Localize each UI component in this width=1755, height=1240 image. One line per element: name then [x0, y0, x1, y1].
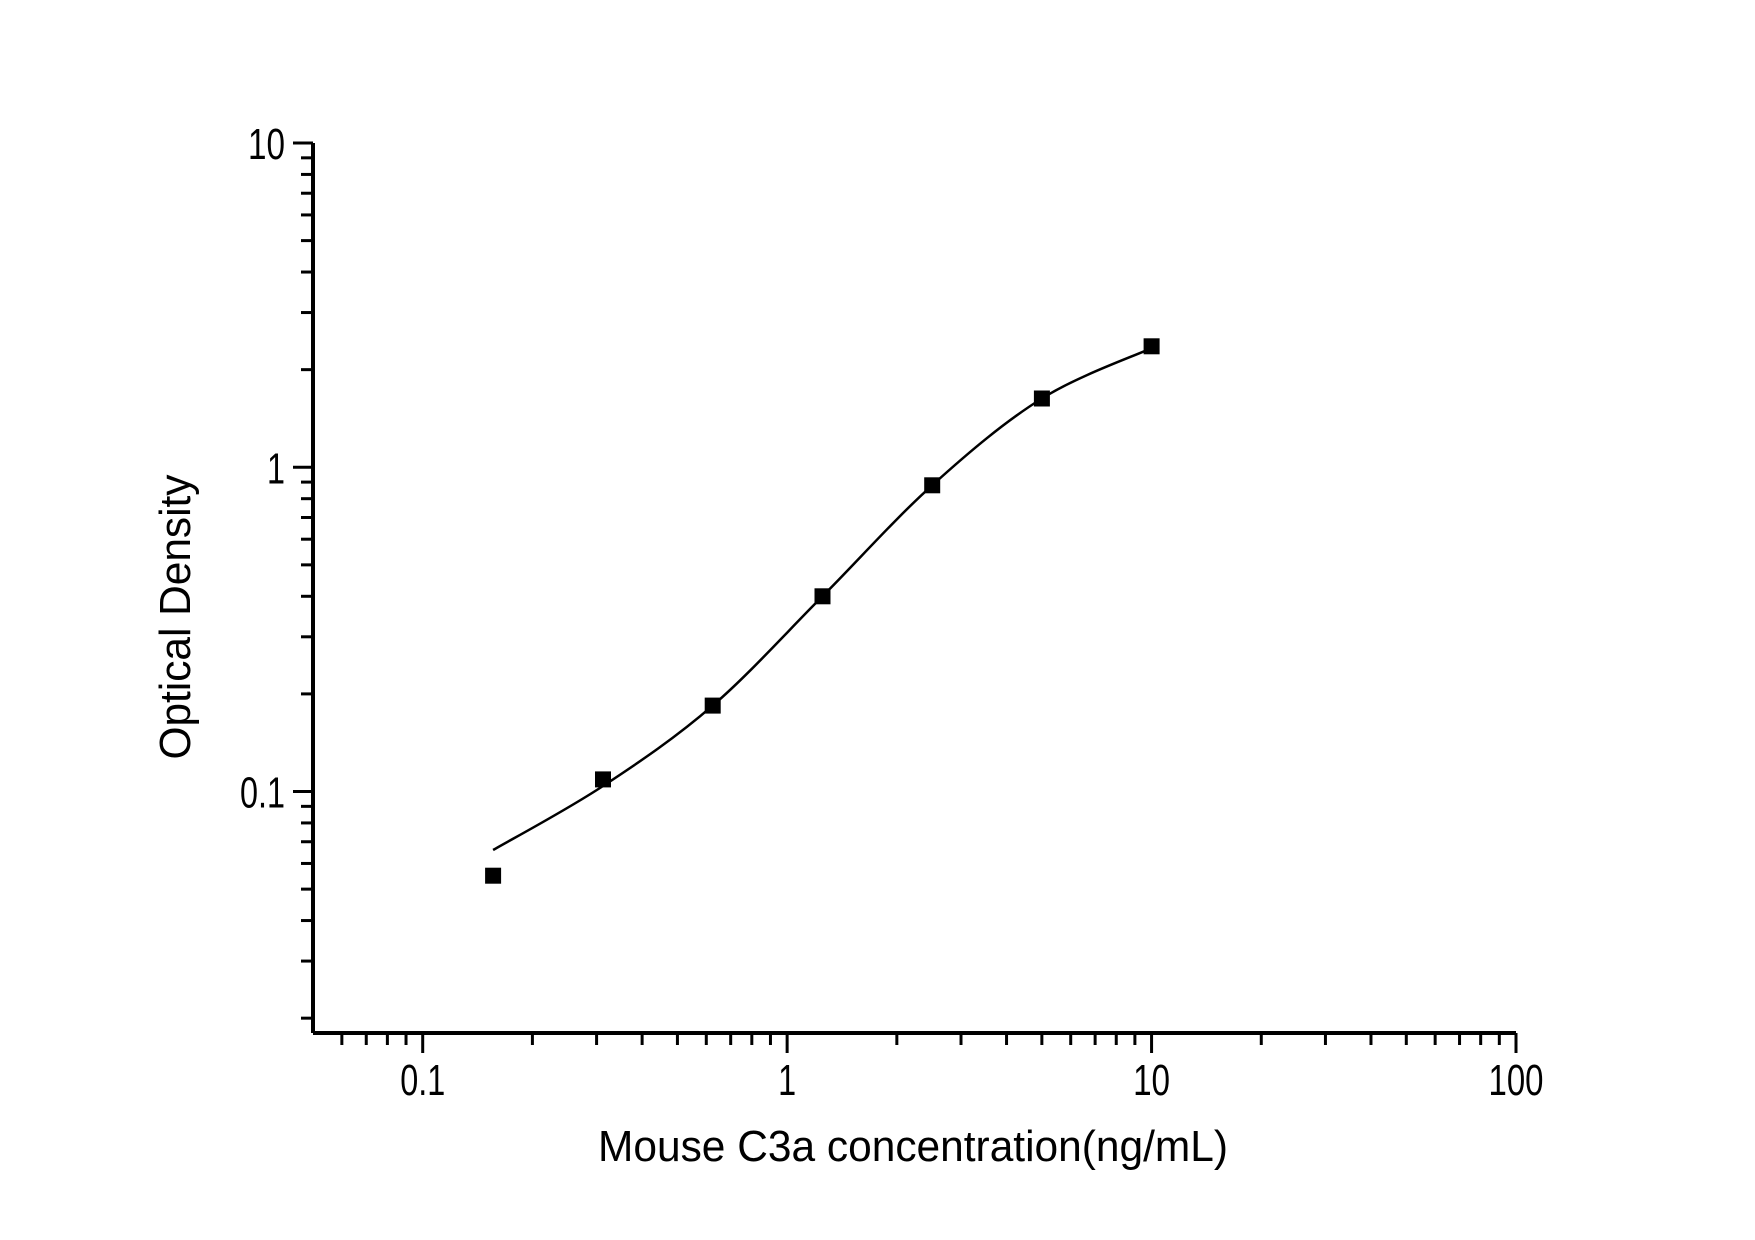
x-tick-label: 1 — [778, 1056, 796, 1105]
data-point-marker — [595, 771, 611, 788]
x-tick-label: 100 — [1489, 1056, 1544, 1105]
axis-tick-labels: 0.1 1 10 100 10 1 0.1 — [240, 120, 1544, 1105]
data-point-marker — [1143, 338, 1160, 355]
data-point-marker — [485, 867, 502, 884]
x-tick-label: 10 — [1133, 1056, 1170, 1105]
data-point-marker — [924, 477, 941, 494]
data-point-marker — [1033, 390, 1050, 407]
data-point-marker — [814, 588, 831, 605]
x-axis-title: Mouse C3a concentration(ng/mL) — [598, 1122, 1228, 1171]
y-tick-label: 1 — [267, 444, 285, 493]
axis-ticks — [293, 141, 1518, 1053]
y-tick-label: 0.1 — [240, 769, 285, 818]
data-point-markers — [485, 338, 1160, 884]
y-tick-label: 10 — [248, 120, 285, 169]
data-point-marker — [704, 697, 721, 714]
axis-lines — [311, 143, 1516, 1035]
y-axis-title: Optical Density — [151, 475, 200, 760]
x-tick-label: 0.1 — [400, 1056, 445, 1105]
